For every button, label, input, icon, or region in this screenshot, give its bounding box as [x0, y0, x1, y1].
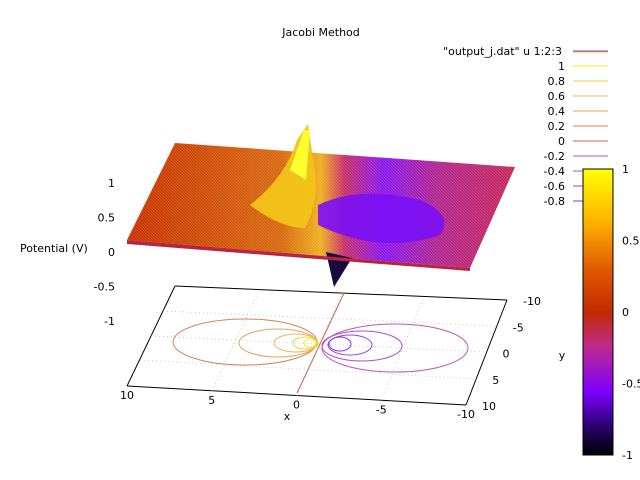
legend-level-label: -0.6: [544, 180, 565, 193]
colorbar-tick-label: -1: [622, 449, 633, 462]
contour-neg-0.8: [328, 336, 352, 352]
contour-zero: [296, 292, 345, 394]
y-tick-label: 0: [503, 348, 510, 361]
negative-well: [318, 193, 445, 243]
colorbar: 1 0.5 0 -0.5 -1: [582, 163, 640, 462]
legend-level-label: 0.2: [548, 120, 566, 133]
legend-level-label: 0: [558, 135, 565, 148]
z-tick-label: -1: [104, 315, 115, 328]
x-tick-label: 5: [208, 394, 215, 407]
contour-pos-1: [303, 338, 317, 348]
legend-series-label: "output_j.dat" u 1:2:3: [443, 45, 562, 58]
y-tick-label: 10: [482, 400, 496, 413]
chart-title: Jacobi Method: [281, 26, 360, 39]
legend-level-label: -0.2: [544, 150, 565, 163]
surface-plot: [127, 124, 515, 287]
colorbar-tick-label: -0.5: [622, 378, 640, 391]
z-tick-label: -0.5: [94, 281, 115, 294]
legend-level-label: -0.4: [544, 165, 565, 178]
z-axis-ticks: 1 0.5 0 -0.5 -1: [94, 177, 115, 328]
colorbar-tick-label: 0: [622, 306, 629, 319]
y-axis-ticks: -10 -5 05 10: [482, 295, 541, 413]
x-axis-label: x: [284, 410, 291, 423]
legend-level-label: 0.8: [548, 75, 566, 88]
z-tick-label: 0: [108, 246, 115, 259]
colorbar-tick-label: 1: [622, 163, 629, 176]
x-axis-ticks: 10 5 0 -5 -10: [120, 389, 475, 421]
contour-neg-0.4: [321, 330, 403, 362]
y-axis-label: y: [559, 349, 566, 362]
contour-pos-0.4: [238, 328, 318, 358]
floor-edge-front: [126, 385, 467, 406]
colorbar-tick-label: 0.5: [622, 235, 640, 248]
x-tick-label: 0: [293, 399, 300, 412]
y-tick-label: -10: [523, 295, 541, 308]
colorbar-ticks: 1 0.5 0 -0.5 -1: [622, 163, 640, 462]
y-tick-label: -5: [513, 321, 524, 334]
x-tick-label: -10: [457, 408, 475, 421]
contour-pos-0.2: [172, 318, 318, 366]
x-tick-label: 10: [120, 389, 134, 402]
contour-pos-0.8: [292, 336, 318, 350]
contour-neg-0.6: [327, 334, 373, 356]
legend-contour-levels: 1 0.8 0.6 0.4 0.2 0 -0.2 -0.4 -0.6 -0.8: [544, 60, 608, 208]
z-tick-label: 0.5: [98, 212, 116, 225]
legend-level-label: 0.4: [548, 105, 566, 118]
positive-peak-highlight: [290, 130, 310, 180]
z-axis-label: Potential (V): [20, 242, 88, 255]
floor-plane: [126, 285, 508, 406]
legend-level-label: -0.8: [544, 195, 565, 208]
legend: "output_j.dat" u 1:2:3 1 0.8 0.6 0.4 0.2 0 -0.…: [443, 45, 608, 208]
floor-grid: [139, 289, 498, 401]
surface-front-edge: [127, 240, 470, 271]
floor-edge-back: [174, 285, 508, 301]
colorbar-gradient: [582, 168, 614, 456]
contour-lines: [172, 292, 469, 394]
contour-pos-0.6: [273, 333, 319, 353]
x-tick-label: -5: [376, 403, 387, 416]
y-tick-label: 5: [492, 374, 499, 387]
legend-level-label: 0.6: [548, 90, 566, 103]
legend-level-label: 1: [558, 60, 565, 73]
z-tick-label: 1: [108, 177, 115, 190]
floor-edge-right: [465, 299, 508, 406]
